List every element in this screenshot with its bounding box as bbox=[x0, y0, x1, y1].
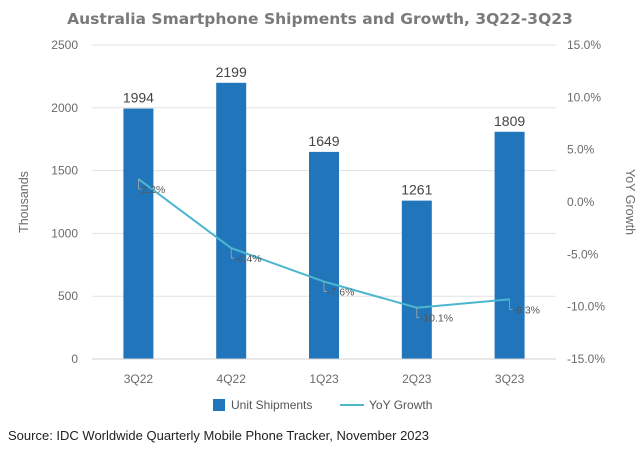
bar-4q22 bbox=[216, 82, 247, 359]
y2-axis-title: YoY Growth bbox=[623, 169, 637, 235]
line-value-label: -10.1% bbox=[420, 313, 453, 325]
x-tick-label: 2Q23 bbox=[402, 372, 432, 386]
y-tick-label: 2000 bbox=[51, 101, 78, 115]
legend-label-unit-shipments: Unit Shipments bbox=[231, 398, 312, 412]
y-tick-label: 1000 bbox=[51, 226, 78, 240]
source-note: Source: IDC Worldwide Quarterly Mobile P… bbox=[8, 428, 430, 443]
y2-tick-label: -15.0% bbox=[567, 352, 605, 366]
bar-3q23 bbox=[494, 131, 525, 359]
x-tick-label: 1Q23 bbox=[309, 372, 339, 386]
data-label-leader bbox=[323, 281, 327, 292]
bar-value-label: 1649 bbox=[308, 133, 339, 149]
data-label-leader bbox=[138, 178, 142, 190]
y-axis-title: Thousands bbox=[17, 171, 31, 233]
legend-swatch-unit-shipments bbox=[213, 399, 225, 411]
y-tick-label: 2500 bbox=[51, 38, 78, 52]
y-tick-label: 1500 bbox=[51, 164, 78, 178]
y2-tick-label: 10.0% bbox=[567, 90, 601, 104]
line-value-label: -9.3% bbox=[513, 304, 540, 316]
chart-title: Australia Smartphone Shipments and Growt… bbox=[67, 10, 573, 28]
y-tick-label: 0 bbox=[71, 352, 78, 366]
data-label-leader bbox=[416, 307, 420, 319]
line-value-label: -7.6% bbox=[327, 287, 354, 299]
line-value-label: -4.4% bbox=[234, 253, 261, 265]
data-label-leader bbox=[230, 248, 235, 259]
y2-tick-label: -5.0% bbox=[567, 247, 599, 261]
x-tick-label: 3Q22 bbox=[124, 372, 154, 386]
y2-tick-label: 0.0% bbox=[567, 195, 595, 209]
x-tick-label: 3Q23 bbox=[495, 372, 525, 386]
legend-label-yoy-growth: YoY Growth bbox=[369, 398, 432, 412]
y2-tick-label: 15.0% bbox=[567, 38, 601, 52]
y-tick-label: 500 bbox=[58, 289, 78, 303]
bar-value-label: 2199 bbox=[216, 64, 247, 80]
bar-1q23 bbox=[309, 151, 339, 359]
bar-value-label: 1809 bbox=[494, 113, 525, 129]
bar-value-label: 1994 bbox=[123, 90, 154, 106]
y2-tick-label: -10.0% bbox=[567, 300, 605, 314]
line-value-label: 2.2% bbox=[141, 184, 165, 196]
bar-value-label: 1261 bbox=[401, 182, 432, 198]
y2-tick-label: 5.0% bbox=[567, 143, 595, 157]
data-label-leader bbox=[509, 299, 513, 310]
bar-2q23 bbox=[401, 200, 432, 359]
bar-3q22 bbox=[123, 108, 154, 360]
x-tick-label: 4Q22 bbox=[217, 372, 247, 386]
